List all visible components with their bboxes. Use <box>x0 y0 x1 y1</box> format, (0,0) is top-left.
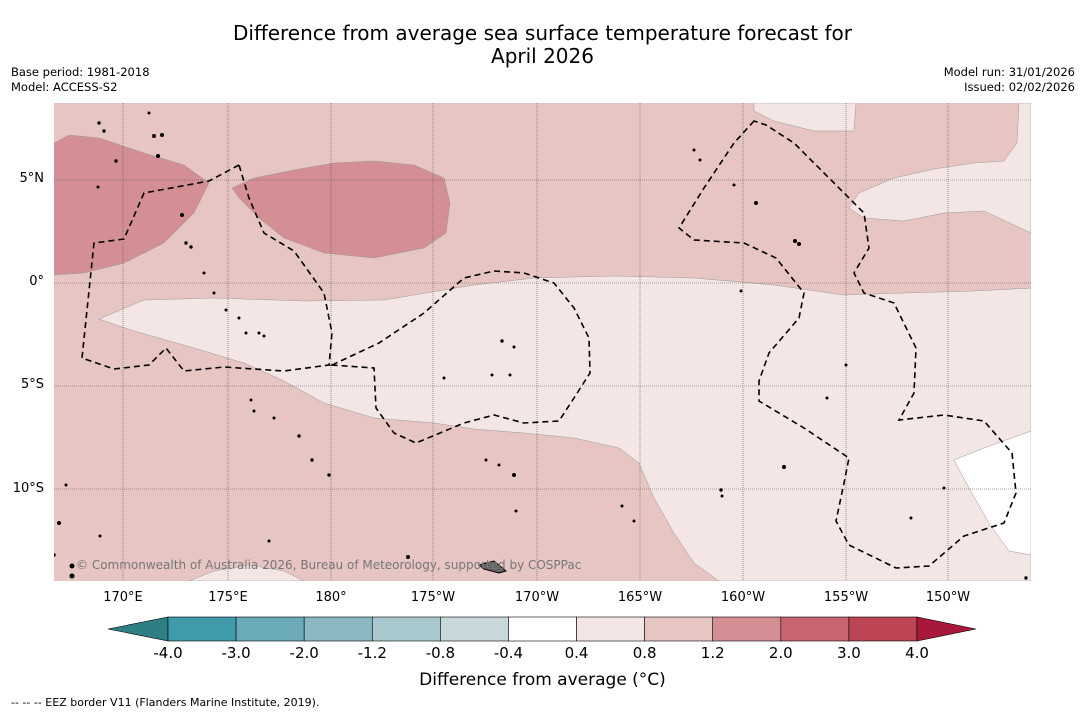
model-run: Model run: 31/01/2026 <box>943 65 1075 79</box>
lon-label: 155°W <box>823 590 869 605</box>
colorbar-segment <box>235 616 305 642</box>
meta-right: Model run: 31/01/2026 Issued: 02/02/2026 <box>944 65 1075 95</box>
colorbar-tick-label: -1.2 <box>357 644 387 662</box>
model-name: Model: ACCESS-S2 <box>11 80 118 94</box>
colorbar-tick-label: 4.0 <box>905 644 929 662</box>
warm-anomaly-region-west <box>54 134 210 276</box>
lon-label: 170°W <box>514 590 560 605</box>
colorbar-segment <box>167 616 237 642</box>
light-anomaly-region-northeast <box>753 103 857 132</box>
island-samoa <box>477 560 508 574</box>
colorbar-tick-label: -4.0 <box>153 644 183 662</box>
colorbar <box>107 616 977 642</box>
colorbar-segment <box>576 616 645 642</box>
meta-left: Base period: 1981-2018 Model: ACCESS-S2 <box>11 65 150 95</box>
colorbar-tick-label: 1.2 <box>700 644 725 662</box>
lon-label: 170°E <box>103 590 143 605</box>
warm-anomaly-region-center <box>231 160 451 259</box>
colorbar-tick-label: 0.4 <box>564 644 589 662</box>
colorbar-tick-label: -0.4 <box>493 644 524 662</box>
sst-anomaly-map <box>54 103 1031 581</box>
title-line-2: April 2026 <box>491 44 594 68</box>
light-anomaly-region-south <box>98 275 1031 581</box>
lon-label: 165°W <box>617 590 663 605</box>
colorbar-title: Difference from average (°C) <box>419 670 666 690</box>
lon-label: 150°W <box>925 590 971 605</box>
colorbar-tick-label: -2.0 <box>289 644 319 662</box>
copyright-notice: © Commonwealth of Australia 2026, Bureau… <box>76 558 582 572</box>
near-zero-region <box>953 430 1031 556</box>
colorbar-tick-label: 2.0 <box>768 644 793 662</box>
lat-label: 10°S <box>12 481 44 496</box>
eez-borders <box>81 120 1017 569</box>
lon-label: 180° <box>315 590 347 605</box>
colorbar-segment <box>848 616 918 642</box>
lon-label: 160°W <box>720 590 766 605</box>
light-anomaly-region-east <box>848 103 1031 234</box>
colorbar-segments <box>107 616 977 642</box>
colorbar-segment <box>712 616 782 642</box>
lat-label: 5°S <box>20 377 44 392</box>
lat-label: 5°N <box>19 171 45 186</box>
colorbar-segment <box>644 616 714 642</box>
lon-label: 175°W <box>410 590 456 605</box>
colorbar-tick-label: -0.8 <box>425 644 455 662</box>
lon-label: 175°E <box>208 590 248 605</box>
light-anomaly-region-southwest <box>188 564 305 581</box>
colorbar-segment <box>303 616 373 642</box>
colorbar-segment <box>371 616 441 642</box>
map-title: Difference from average sea surface temp… <box>0 22 1085 68</box>
colorbar-segment <box>440 616 509 642</box>
colorbar-segment <box>780 616 850 642</box>
base-period: Base period: 1981-2018 <box>11 65 150 79</box>
lat-label: 0° <box>29 274 44 289</box>
islands <box>54 111 1028 580</box>
colorbar-segment <box>508 616 577 642</box>
eez-footnote: -- -- -- EEZ border V11 (Flanders Marine… <box>11 696 320 709</box>
issued-date: Issued: 02/02/2026 <box>964 80 1075 94</box>
title-line-1: Difference from average sea surface temp… <box>232 21 852 45</box>
colorbar-under-arrow <box>107 616 169 642</box>
colorbar-over-arrow <box>916 616 977 642</box>
colorbar-tick-label: 3.0 <box>836 644 861 662</box>
colorbar-tick-label: -3.0 <box>221 644 251 662</box>
graticule <box>54 103 1031 581</box>
colorbar-tick-label: 0.8 <box>632 644 657 662</box>
